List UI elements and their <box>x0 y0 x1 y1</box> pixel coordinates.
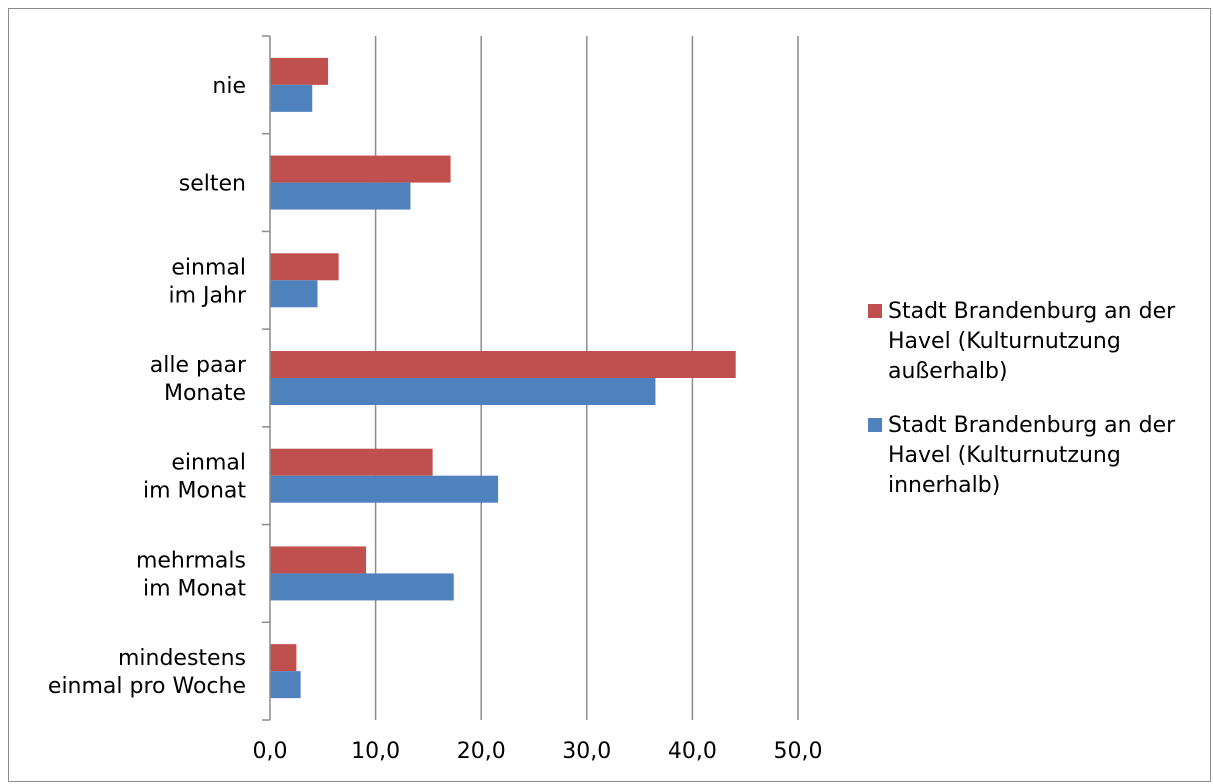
x-tick-label: 0,0 <box>253 739 288 764</box>
category-label: einmal <box>171 255 246 280</box>
bar <box>270 280 318 308</box>
bar <box>270 644 297 672</box>
x-tick-label: 20,0 <box>457 739 506 764</box>
bar <box>270 671 301 699</box>
category-label: einmal <box>171 451 246 476</box>
x-tick-label: 30,0 <box>562 739 611 764</box>
category-label: selten <box>179 172 246 197</box>
legend-swatch <box>868 418 882 432</box>
bar <box>270 448 433 476</box>
x-tick-label: 40,0 <box>668 739 717 764</box>
x-tick-label: 50,0 <box>774 739 823 764</box>
bar <box>270 546 367 574</box>
category-label: nie <box>212 74 246 99</box>
legend-label: Havel (Kulturnutzung <box>888 329 1121 354</box>
category-label: im Monat <box>143 479 246 504</box>
bar <box>270 182 411 210</box>
bar <box>270 378 656 405</box>
category-label: im Jahr <box>169 283 247 308</box>
bar <box>270 573 454 601</box>
legend-label: außerhalb) <box>888 359 1008 384</box>
bar <box>270 253 339 281</box>
x-tick-label: 10,0 <box>351 739 400 764</box>
category-label: mindestens <box>118 646 246 671</box>
legend-label: innerhalb) <box>888 473 1000 498</box>
category-label: alle paar <box>150 353 247 378</box>
legend-label: Stadt Brandenburg an der <box>888 413 1176 438</box>
category-label: mehrmals <box>136 548 246 573</box>
bar <box>270 84 313 112</box>
bar <box>270 475 499 503</box>
category-label: im Monat <box>143 576 246 601</box>
bar <box>270 57 329 85</box>
legend-swatch <box>868 304 882 318</box>
bar <box>270 351 736 378</box>
bar <box>270 155 451 183</box>
category-label: Monate <box>164 381 246 406</box>
legend-label: Havel (Kulturnutzung <box>888 443 1121 468</box>
category-label: einmal pro Woche <box>48 674 246 699</box>
legend-label: Stadt Brandenburg an der <box>888 299 1176 324</box>
